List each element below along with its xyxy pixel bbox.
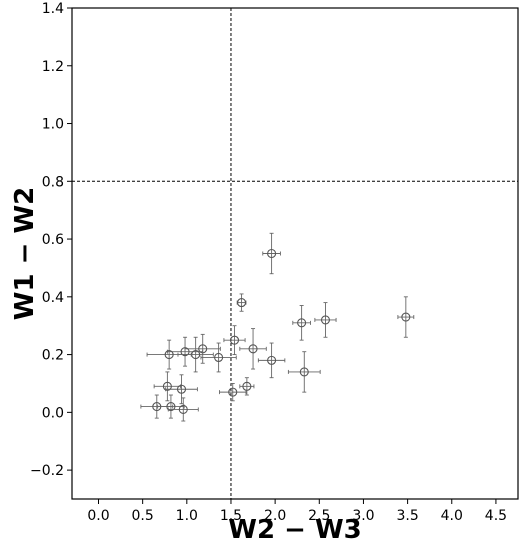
y-axis-title: W1 − W2: [10, 187, 40, 320]
data-point: [165, 374, 198, 405]
data-point: [292, 305, 311, 341]
point-marker: [176, 384, 187, 394]
point-marker: [297, 318, 307, 328]
point-marker: [180, 347, 190, 357]
data-point: [239, 377, 255, 396]
data-point: [223, 325, 246, 356]
point-marker: [267, 248, 277, 259]
point-marker: [242, 381, 252, 391]
data-point: [397, 296, 415, 338]
x-tick-label: 0.0: [87, 508, 109, 524]
point-marker: [166, 402, 176, 412]
point-marker: [267, 355, 277, 365]
point-marker: [164, 350, 174, 360]
point-marker: [248, 344, 258, 354]
reference-lines: [72, 8, 518, 499]
x-tick-label: 2.5: [308, 508, 330, 524]
point-marker: [237, 298, 247, 308]
x-tick-label: 0.5: [132, 508, 154, 524]
data-point: [157, 394, 185, 419]
data-point: [146, 339, 192, 370]
data-point: [219, 383, 247, 402]
y-tick-label: −0.2: [30, 463, 64, 479]
data-point: [287, 351, 321, 393]
point-marker: [299, 367, 309, 377]
data-point: [262, 232, 281, 275]
x-tick-label: 4.5: [485, 508, 507, 524]
data-point: [166, 336, 204, 367]
y-tick-label: 0.6: [42, 232, 64, 248]
y-tick-label: 1.2: [42, 59, 64, 75]
data-point: [239, 328, 267, 370]
data-points: [140, 232, 415, 422]
data-point: [167, 397, 199, 422]
x-axis-ticks: 0.0 0.5 1.0 1.5 2.0 2.5 3.0 3.5 4.0 4.5: [87, 499, 507, 524]
x-axis-title: W2 − W3: [228, 515, 361, 542]
data-point: [200, 342, 237, 373]
y-tick-label: 0.8: [42, 174, 64, 190]
y-tick-label: 0.2: [42, 348, 64, 364]
point-marker: [214, 352, 224, 363]
x-tick-label: 3.5: [396, 508, 418, 524]
data-point: [314, 302, 337, 338]
point-marker: [401, 312, 411, 322]
x-tick-label: 2.0: [264, 508, 286, 524]
y-tick-label: 0.0: [42, 405, 64, 421]
plot-frame: [71, 7, 519, 500]
data-point: [153, 371, 182, 402]
y-tick-label: 1.4: [42, 1, 64, 17]
point-marker: [162, 381, 172, 391]
data-point: [177, 336, 214, 373]
point-marker: [228, 387, 238, 397]
data-point: [257, 342, 286, 379]
x-tick-label: 1.5: [220, 508, 242, 524]
point-marker: [320, 315, 331, 325]
y-axis-ticks: −0.2 0.0 0.2 0.4 0.6 0.8 1.0 1.2 1.4: [30, 1, 72, 479]
x-tick-label: 4.0: [441, 508, 463, 524]
x-tick-label: 1.0: [176, 508, 198, 524]
x-tick-label: 3.0: [352, 508, 374, 524]
point-marker: [178, 404, 188, 415]
data-point: [236, 293, 247, 312]
y-tick-label: 1.0: [42, 117, 64, 133]
y-tick-label: 0.4: [42, 290, 64, 306]
point-marker: [229, 335, 240, 345]
